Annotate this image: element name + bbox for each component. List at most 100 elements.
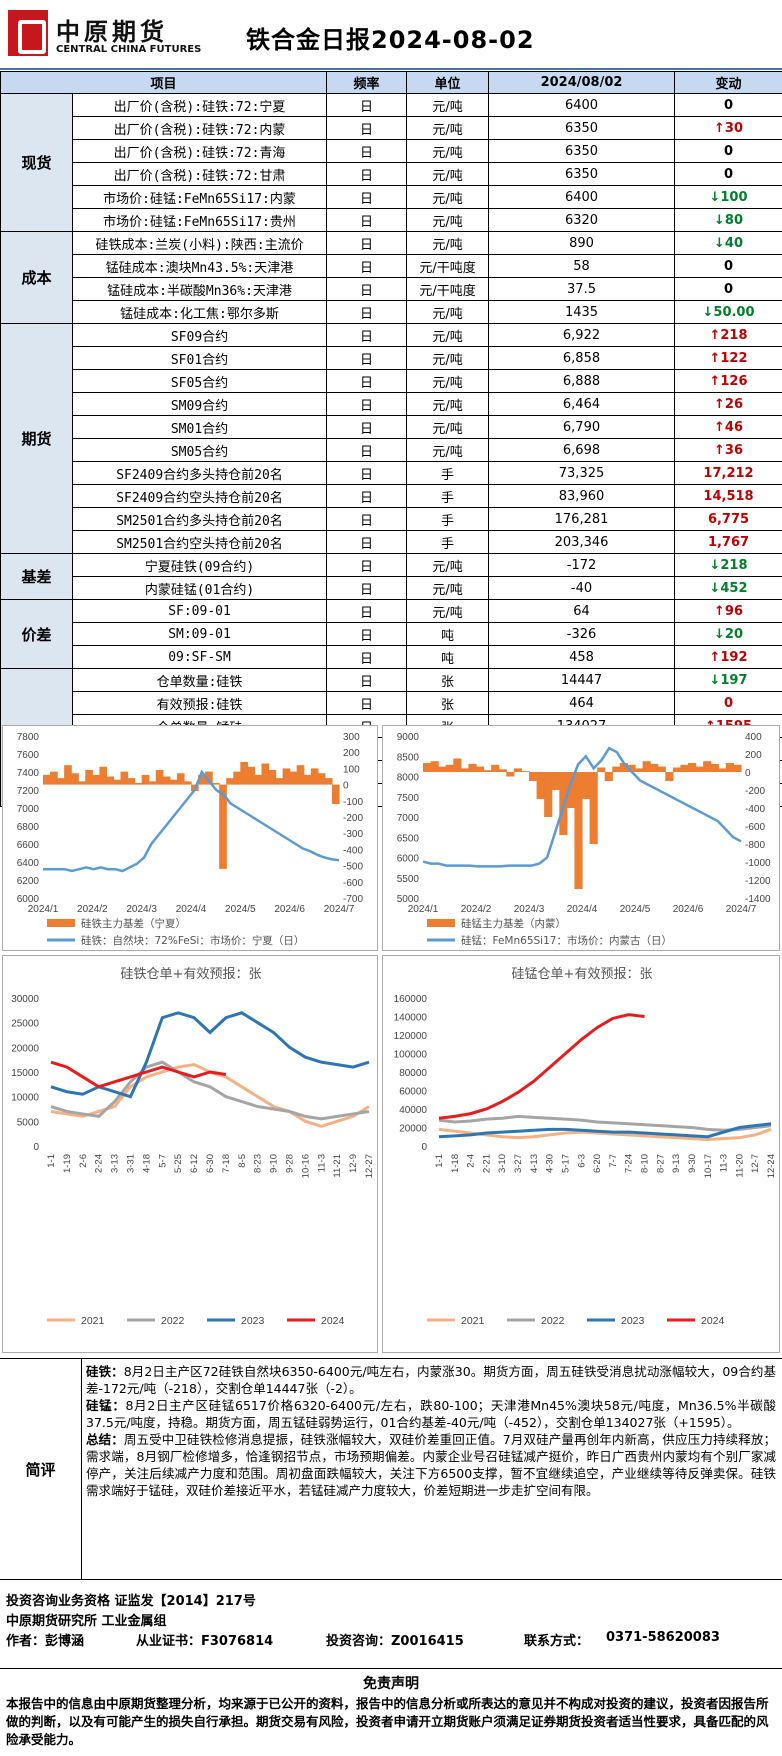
basis-bar	[551, 772, 560, 790]
x-tick-label: 12-7	[750, 1154, 761, 1173]
y-right-tick-label: -200	[343, 813, 363, 824]
y-right-tick-label: -400	[745, 804, 765, 815]
y-right-tick-label: 200	[745, 750, 762, 761]
y-tick-label: 140000	[394, 1013, 428, 1024]
item-cell: SF05合约	[71, 369, 328, 393]
item-cell: 出厂价(含税):硅铁:72:内蒙	[71, 116, 328, 140]
table-row: 市场价:硅锰:FeMn65Si17:贵州日元/吨 6320 ↓80	[1, 208, 782, 232]
basis-bar	[127, 778, 136, 785]
table-row: 锰硅成本:化工焦:鄂尔多斯日元/吨 1435 ↓50.00	[1, 300, 782, 324]
table-row: SM2501合约空头持仓前20名日手 203,346 1,767	[1, 530, 782, 554]
unit-cell: 元/吨	[406, 162, 490, 186]
basis-bar	[574, 772, 583, 889]
unit-cell: 元/吨	[406, 369, 490, 393]
change-cell: ↓80	[674, 208, 782, 232]
basis-bar	[275, 778, 284, 785]
freq-cell: 日	[326, 369, 408, 393]
basis-bar	[162, 776, 171, 785]
y-left-tick-label: 8500	[397, 752, 420, 763]
change-cell: ↓100	[674, 185, 782, 209]
basis-bar	[254, 774, 263, 785]
col-header-change: 变动	[674, 71, 782, 94]
footer-department: 中原期货研究所 工业金属组	[6, 1614, 167, 1629]
x-tick-label: 1-18	[450, 1154, 461, 1173]
freq-cell: 日	[326, 415, 408, 439]
basis-bar	[725, 763, 735, 772]
unit-cell: 元/吨	[406, 599, 490, 623]
legend-label-basis: 硅铁主力基差（宁夏）	[81, 917, 186, 930]
change-cell: ↓50.00	[674, 300, 782, 324]
series-line-2021	[438, 1127, 772, 1142]
legend-label-2023: 2023	[621, 1315, 645, 1327]
col-header-freq: 频率	[326, 71, 408, 94]
comment-p1: 硅铁：8月2日主产区72硅铁自然块6350-6400元/吨左右，内蒙涨30。期货…	[86, 1363, 776, 1397]
basis-bar	[627, 764, 636, 772]
basis-bar	[642, 761, 651, 772]
y-left-tick-label: 5500	[397, 874, 420, 885]
comment-p3-head: 总结：	[86, 1432, 124, 1447]
change-value: 17,212	[703, 465, 754, 481]
basis-bar	[483, 770, 492, 772]
change-cell: 0	[674, 691, 782, 715]
freq-cell: 日	[326, 346, 408, 370]
freq-cell: 日	[326, 93, 408, 117]
basis-bar	[324, 778, 333, 785]
basis-bar	[672, 767, 682, 772]
basis-bar	[64, 765, 72, 785]
table-row: 期货 SF09合约日元/吨 6,922 ↑218	[0, 323, 782, 554]
freq-cell: 日	[326, 162, 408, 186]
unit-cell: 元/吨	[406, 323, 490, 347]
x-tick-label: 1-1	[46, 1154, 57, 1168]
freq-cell: 日	[326, 484, 408, 508]
y-tick-label: 60000	[399, 1087, 427, 1098]
basis-bar	[92, 774, 100, 785]
chart-silicomanganese-receipts-svg: 硅锰仓单+有效预报：张 160000 140000 120000 100000 80000…	[394, 967, 777, 1327]
change-value: 192	[720, 649, 748, 665]
price-line	[422, 746, 742, 868]
basis-bar	[296, 765, 305, 785]
y-right-tick-label: -400	[343, 845, 363, 856]
basis-bar	[176, 773, 185, 785]
item-cell: 市场价:硅锰:FeMn65Si17:内蒙	[71, 185, 328, 209]
basis-bar	[597, 767, 606, 772]
basis-bar	[513, 768, 523, 772]
basis-bar	[57, 778, 65, 785]
comment-section: 简评 硅铁：8月2日主产区72硅铁自然块6350-6400元/吨左右，内蒙涨30…	[0, 1358, 782, 1580]
item-cell: 锰硅成本:半碳酸Mn36%:天津港	[71, 277, 328, 301]
x-tick-label: 1-1	[434, 1154, 445, 1168]
basis-bar	[536, 772, 545, 799]
change-value: 0	[723, 695, 734, 711]
change-cell: ↓20	[674, 622, 782, 646]
series-line-2022	[50, 1060, 370, 1121]
value-cell: 203,346	[488, 530, 676, 554]
col-header-unit: 单位	[406, 71, 490, 94]
basis-bar	[612, 766, 621, 772]
x-tick-label: 2024/6	[274, 904, 305, 915]
table-row: 锰硅成本:澳块Mn43.5%:天津港日元/干吨度 58 0	[1, 254, 782, 278]
change-value: 218	[720, 557, 748, 573]
item-cell: 内蒙硅锰(01合约)	[71, 576, 328, 600]
basis-bar	[438, 766, 447, 772]
series-line-2024	[438, 1013, 645, 1120]
table-row: 价差 SF:09-01 日元/吨 64 ↑96	[0, 599, 782, 669]
data-table: 项目 频率 单位 2024/08/02 变动 现货 出厂价(含税):硅铁:72:宁…	[0, 71, 782, 807]
footer-contact: 0371-58620083	[606, 1630, 720, 1645]
y-left-tick-label: 7000	[17, 804, 40, 815]
value-cell: 6350	[488, 162, 676, 186]
basis-bar	[423, 763, 432, 772]
value-cell: 6400	[488, 93, 676, 117]
table-row: 出厂价(含税):硅铁:72:内蒙日元/吨 6350 ↑30	[1, 116, 782, 140]
freq-cell: 日	[326, 300, 408, 324]
series-line-2022	[438, 1114, 772, 1132]
legend-label-price: 硅锰：FeMn65Si17：市场价：内蒙古（日）	[461, 934, 672, 947]
table-row: 有效预报:硅铁日张 464 0	[1, 691, 782, 715]
y-left-tick-label: 7000	[397, 813, 420, 824]
x-tick-label: 4-13	[529, 1154, 540, 1173]
y-right-tick-label: -500	[343, 862, 363, 873]
x-tick-label: 2024/5	[225, 904, 256, 915]
y-left-tick-label: 7600	[17, 750, 40, 761]
chart-title: 硅铁仓单+有效预报：张	[121, 967, 262, 982]
change-value: 46	[724, 419, 744, 435]
x-tick-label: 3-10	[497, 1154, 508, 1173]
